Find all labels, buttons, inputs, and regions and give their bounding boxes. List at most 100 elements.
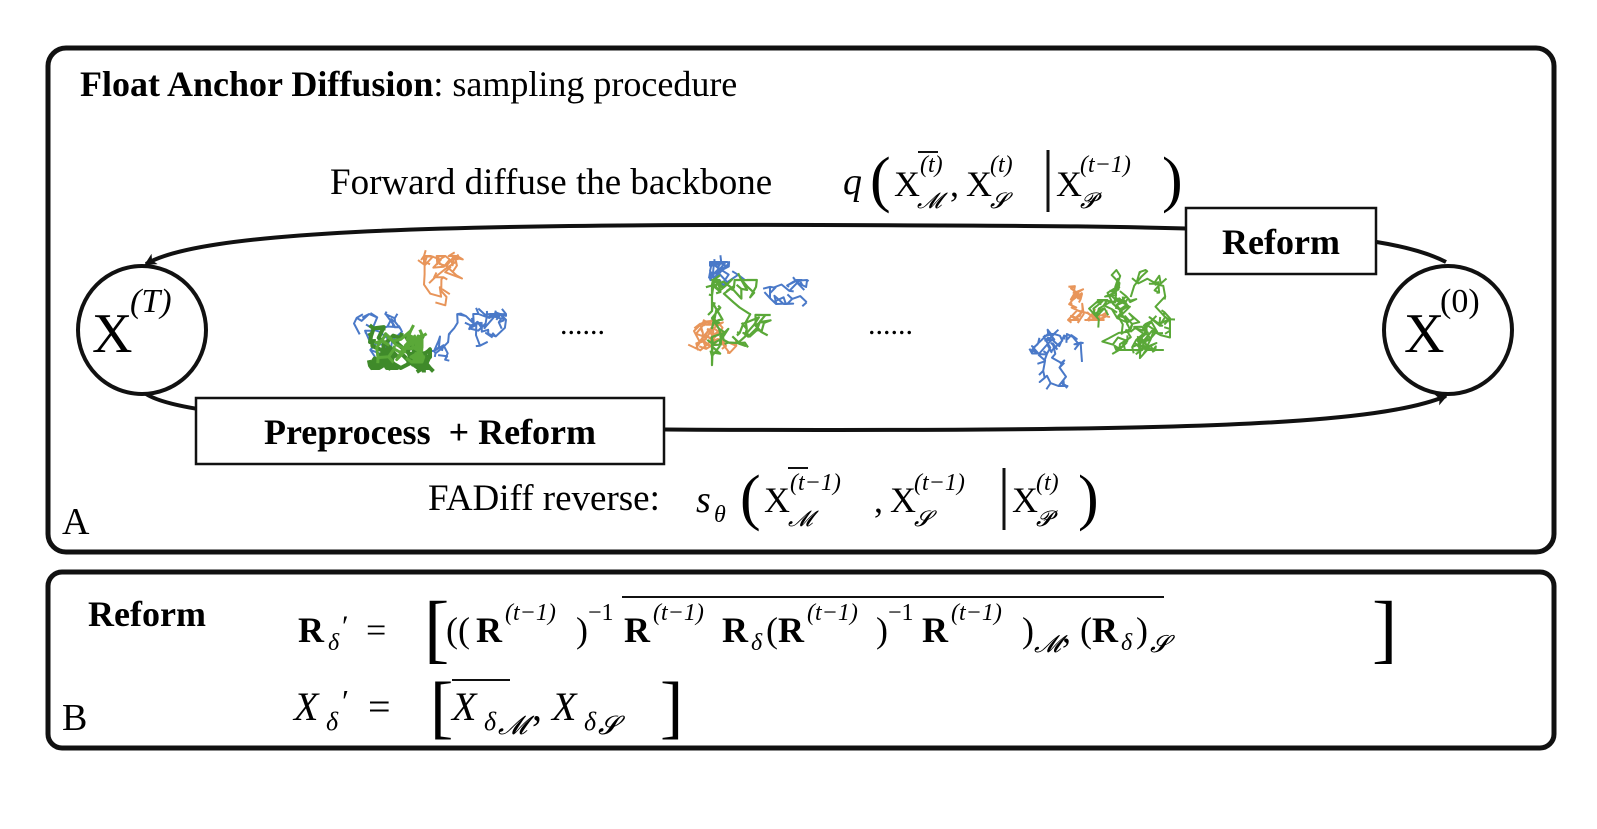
forward-x-motif-sup: (t) — [920, 152, 943, 178]
preprocess-box-label: Preprocess + Reform — [264, 412, 596, 452]
eq1-R-delta: R — [722, 610, 749, 650]
eq2-X-motif: X — [450, 684, 478, 729]
state-start-sup: (T) — [130, 283, 172, 320]
eq1-R2-sup: (t−1) — [653, 600, 704, 626]
state-end: X (0) — [1382, 264, 1514, 396]
eq1-R5-sub: δ — [1121, 630, 1133, 656]
eq1-R4: R — [922, 610, 949, 650]
reverse-paren-close: ) — [1078, 464, 1099, 532]
ellipsis-2: ...... — [868, 308, 913, 341]
state-end-symbol: X — [1404, 303, 1444, 365]
panel-a-title-bold: Float Anchor Diffusion — [80, 64, 433, 104]
protein-cluster — [374, 324, 428, 364]
reverse-s-symbol: s — [696, 479, 711, 521]
eq1-close-paren-5: ) — [1136, 610, 1148, 650]
panel-a-letter: A — [62, 501, 90, 543]
eq1-bracket-open: [ — [424, 587, 449, 671]
state-start-circle — [76, 264, 208, 396]
scaffold-residues — [707, 255, 746, 287]
eq1-inverse-1: −1 — [588, 600, 614, 626]
eq1-R3: R — [778, 610, 805, 650]
eq1-R3-sup: (t−1) — [807, 600, 858, 626]
panel-b-frame — [45, 569, 1557, 751]
rotation-reform-equation: R δ ′ = [ (( R (t−1) ) −1 R (t−1) R δ ( … — [298, 587, 1397, 671]
state-end-sup: (0) — [1440, 283, 1480, 320]
forward-text: Forward diffuse the backbone — [330, 162, 772, 203]
reverse-x-scaffold-sup: (t−1) — [914, 470, 965, 496]
preprocess-box-frame — [194, 396, 666, 466]
reverse-x-protein-sup: (t) — [1036, 470, 1059, 496]
eq1-R-delta-sub: δ — [751, 630, 763, 656]
reverse-x-protein: X — [1012, 480, 1038, 520]
forward-x-scaffold: X — [966, 164, 992, 204]
eq1-open-paren-5: ( — [1080, 610, 1092, 650]
forward-comma: , — [950, 164, 959, 204]
eq1-open-paren-3: ( — [766, 610, 778, 650]
eq1-inverse-2: −1 — [888, 600, 914, 626]
reform-box-top: Reform — [1184, 206, 1378, 276]
reform-box-top-frame — [1184, 206, 1378, 276]
eq2-prime: ′ — [342, 683, 349, 719]
protein-structure-final — [1028, 269, 1176, 390]
motif-residues — [417, 249, 464, 307]
panel-b-letter: B — [62, 697, 87, 739]
scaffold-residues — [762, 276, 810, 307]
forward-q-symbol: q — [843, 161, 862, 203]
reverse-theta-sub: θ — [714, 502, 726, 528]
eq1-close-paren-4: ) — [1022, 610, 1034, 650]
eq2-bracket-close: ] — [660, 669, 683, 746]
protein-residues — [1088, 296, 1158, 360]
eq1-close-paren-3: ) — [876, 610, 888, 650]
eq1-R1-sup: (t−1) — [505, 600, 556, 626]
panel-b-reform-label: Reform — [88, 594, 206, 634]
eq1-equals: = — [366, 610, 386, 650]
eq1-open-parens: (( — [446, 610, 470, 650]
reverse-comma: , — [874, 480, 883, 520]
eq1-R1: R — [476, 610, 503, 650]
protein-residues — [705, 272, 772, 367]
eq1-R5: R — [1092, 610, 1119, 650]
eq2-bracket-open: [ — [430, 669, 453, 746]
eq1-prime: ′ — [342, 610, 349, 643]
protein-structure-middle — [687, 255, 810, 367]
forward-paren-open: ( — [870, 146, 891, 214]
state-start-symbol: X — [92, 303, 132, 365]
eq2-equals: = — [368, 684, 391, 729]
panel-b: Reform R δ ′ = [ (( R (t−1) ) −1 R (t−1)… — [45, 569, 1557, 751]
forward-paren-close: ) — [1162, 146, 1183, 214]
reverse-x-scaffold: X — [890, 480, 916, 520]
panel-a-title: Float Anchor Diffusion: sampling procedu… — [80, 64, 737, 104]
forward-x-protein: X — [1056, 164, 1082, 204]
state-start: X (T) — [76, 264, 208, 396]
eq1-R2: R — [624, 610, 651, 650]
state-end-circle — [1382, 264, 1514, 396]
forward-x-motif: X — [894, 164, 920, 204]
protein-structure-early — [353, 249, 507, 374]
eq2-comma: , — [532, 684, 542, 729]
reverse-text: FADiff reverse: — [428, 478, 660, 519]
reverse-x-motif: X — [764, 480, 790, 520]
eq2-X-scaffold: X — [550, 684, 578, 729]
eq2-X: X — [292, 684, 320, 729]
ellipsis-1: ...... — [560, 308, 605, 341]
eq2-X-scaffold-delta: δ — [584, 707, 597, 736]
eq1-bracket-close: ] — [1372, 587, 1397, 671]
eq2-delta-sub: δ — [326, 707, 339, 736]
panel-a-title-rest: : sampling procedure — [433, 64, 737, 104]
preprocess-box: Preprocess + Reform — [194, 396, 666, 466]
eq1-R4-sup: (t−1) — [951, 600, 1002, 626]
eq2-X-motif-delta: δ — [484, 707, 497, 736]
forward-x-scaffold-sup: (t) — [990, 152, 1013, 178]
eq1-delta-sub: δ — [328, 630, 340, 656]
panel-a: Float Anchor Diffusion: sampling procedu… — [45, 45, 1557, 555]
scaffold-residues — [426, 307, 507, 362]
eq1-R: R — [298, 610, 325, 650]
reverse-paren-open: ( — [740, 464, 761, 532]
reform-box-top-label: Reform — [1222, 222, 1340, 262]
eq1-comma: , — [1062, 610, 1071, 650]
forward-x-protein-sup: (t−1) — [1080, 152, 1131, 178]
eq1-close-paren-1: ) — [576, 610, 588, 650]
reverse-x-motif-sup: (t−1) — [790, 470, 841, 496]
